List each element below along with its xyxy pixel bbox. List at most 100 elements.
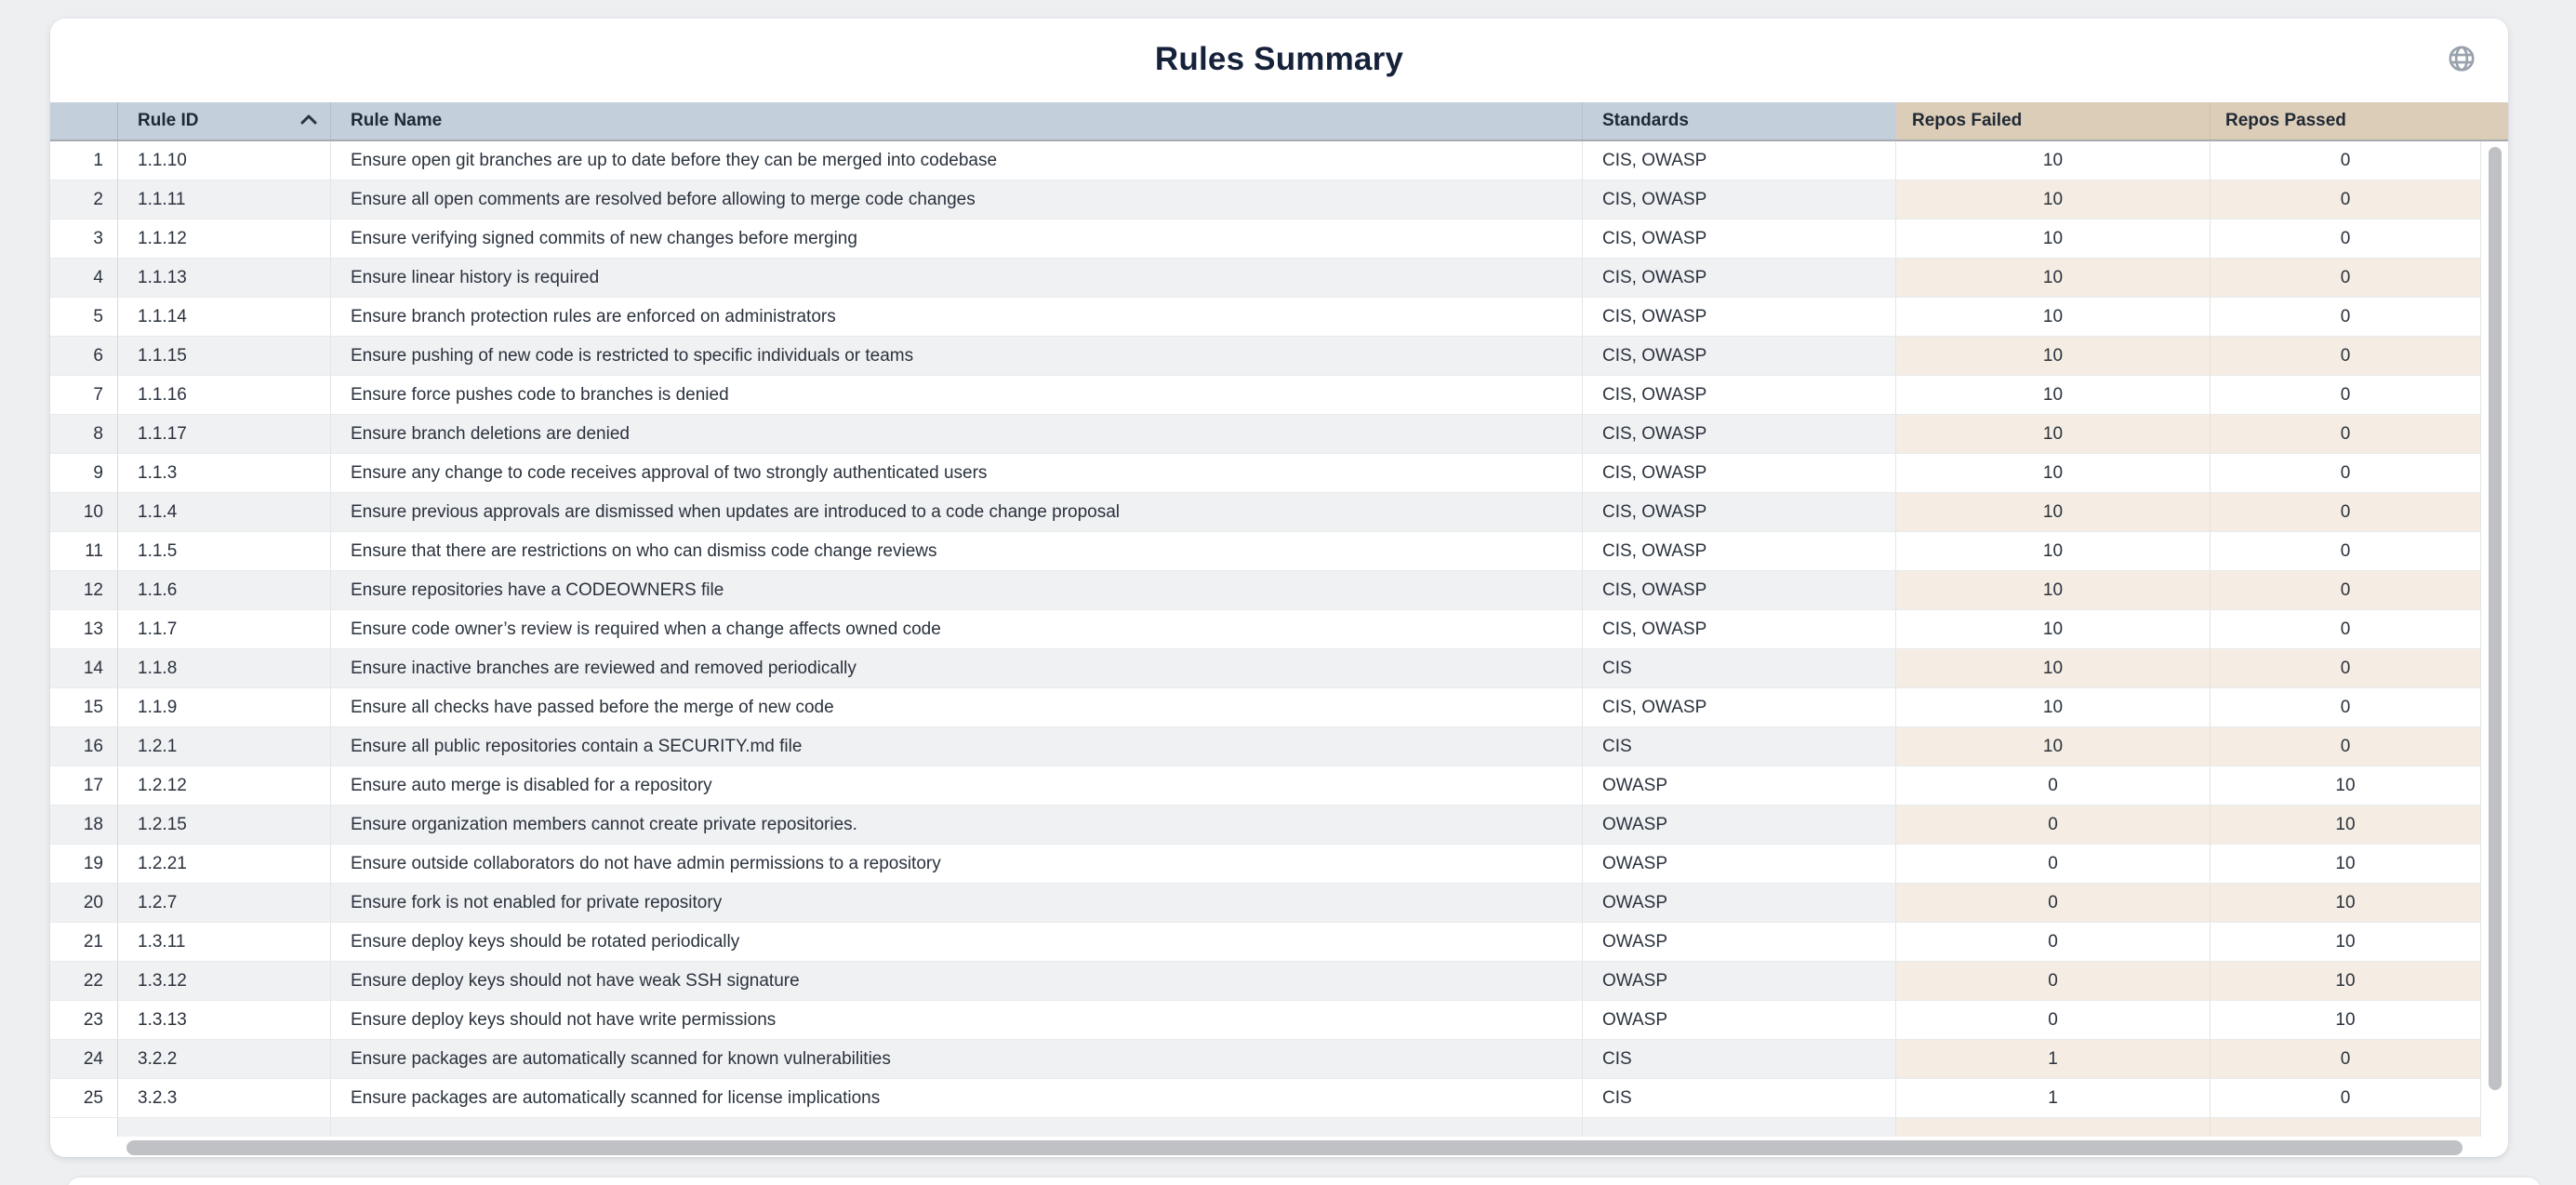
cell-repos-failed: 10: [1896, 571, 2211, 610]
table-row: 23 1.3.13 Ensure deploy keys should not …: [50, 1001, 2508, 1040]
table-header-row: Rule ID Rule Name Standards Repos Failed: [50, 102, 2508, 141]
cell-rule-id: 1.1.6: [118, 571, 331, 610]
cell-repos-failed: 10: [1896, 493, 2211, 532]
cell-rule-name: Ensure verifying signed commits of new c…: [331, 220, 1583, 259]
cell-rule-name: Ensure deploy keys should not have write…: [331, 1001, 1583, 1040]
cell-repos-passed: 0: [2211, 1079, 2481, 1118]
cell-index: 19: [50, 845, 118, 884]
cell-rule-name: Ensure fork is not enabled for private r…: [331, 884, 1583, 923]
table-row: 11 1.1.5 Ensure that there are restricti…: [50, 532, 2508, 571]
table-row: 19 1.2.21 Ensure outside collaborators d…: [50, 845, 2508, 884]
cell-standards: OWASP: [1583, 806, 1896, 845]
table-row: 12 1.1.6 Ensure repositories have a CODE…: [50, 571, 2508, 610]
cell-repos-passed: 0: [2211, 220, 2481, 259]
cell-repos-passed: 0: [2211, 141, 2481, 180]
table-row: 22 1.3.12 Ensure deploy keys should not …: [50, 962, 2508, 1001]
cell-index: 7: [50, 376, 118, 415]
cell-standards: OWASP: [1583, 962, 1896, 1001]
cell-rule-id: 1.1.16: [118, 376, 331, 415]
cell-standards: CIS, OWASP: [1583, 141, 1896, 180]
cell-repos-passed: 0: [2211, 337, 2481, 376]
cell-repos-failed: 10: [1896, 180, 2211, 220]
cell-index: 17: [50, 766, 118, 806]
cell-rule-name: Ensure all open comments are resolved be…: [331, 180, 1583, 220]
cell-standards: CIS: [1583, 727, 1896, 766]
cell-repos-passed: 0: [2211, 454, 2481, 493]
table-row: 18 1.2.15 Ensure organization members ca…: [50, 806, 2508, 845]
table-row: 13 1.1.7 Ensure code owner’s review is r…: [50, 610, 2508, 649]
cell-rule-name: Ensure deploy keys should not have weak …: [331, 962, 1583, 1001]
table-row: 16 1.2.1 Ensure all public repositories …: [50, 727, 2508, 766]
cell-standards: OWASP: [1583, 766, 1896, 806]
cell-index: 15: [50, 688, 118, 727]
cell-index: 13: [50, 610, 118, 649]
cell-repos-passed: 10: [2211, 766, 2481, 806]
header-rule-name-label: Rule Name: [351, 111, 443, 130]
cell-rule-name: Ensure all public repositories contain a…: [331, 727, 1583, 766]
globe-button[interactable]: [2446, 43, 2477, 74]
cell-rule-id: 1.2.21: [118, 845, 331, 884]
cell-index: 24: [50, 1040, 118, 1079]
partial-row: [50, 1118, 2508, 1137]
table-row: 6 1.1.15 Ensure pushing of new code is r…: [50, 337, 2508, 376]
cell-rule-id: 1.1.17: [118, 415, 331, 454]
cell-index: 14: [50, 649, 118, 688]
vertical-scrollbar-thumb[interactable]: [2489, 147, 2502, 1090]
cell-repos-passed: 0: [2211, 1040, 2481, 1079]
cell-standards: CIS, OWASP: [1583, 298, 1896, 337]
cell-rule-id: 1.3.12: [118, 962, 331, 1001]
cell-repos-failed: 0: [1896, 962, 2211, 1001]
cell-rule-name: Ensure branch protection rules are enfor…: [331, 298, 1583, 337]
cell-rule-id: 1.1.12: [118, 220, 331, 259]
table-row: 1 1.1.10 Ensure open git branches are up…: [50, 141, 2508, 180]
cell-repos-failed: 10: [1896, 688, 2211, 727]
cell-rule-id: 1.1.11: [118, 180, 331, 220]
cell-rule-name: Ensure packages are automatically scanne…: [331, 1040, 1583, 1079]
cell-rule-name: Ensure previous approvals are dismissed …: [331, 493, 1583, 532]
cell-rule-name: Ensure outside collaborators do not have…: [331, 845, 1583, 884]
sort-ascending-icon: [299, 111, 319, 131]
cell-index: 12: [50, 571, 118, 610]
header-rule-name[interactable]: Rule Name: [331, 102, 1583, 140]
rules-summary-card: Rules Summary Rule ID: [50, 19, 2508, 1157]
table-row: 3 1.1.12 Ensure verifying signed commits…: [50, 220, 2508, 259]
cell-rule-id: 3.2.2: [118, 1040, 331, 1079]
cell-rule-name: Ensure organization members cannot creat…: [331, 806, 1583, 845]
cell-index: 16: [50, 727, 118, 766]
cell-repos-passed: 0: [2211, 532, 2481, 571]
cell-rule-id: 1.2.12: [118, 766, 331, 806]
cell-repos-failed: 1: [1896, 1079, 2211, 1118]
cell-repos-passed: 0: [2211, 727, 2481, 766]
cell-rule-name: Ensure deploy keys should be rotated per…: [331, 923, 1583, 962]
cell-rule-name: Ensure repositories have a CODEOWNERS fi…: [331, 571, 1583, 610]
cell-repos-failed: 10: [1896, 649, 2211, 688]
cell-index: 20: [50, 884, 118, 923]
page-title: Rules Summary: [1154, 41, 1404, 77]
header-repos-passed[interactable]: Repos Passed: [2211, 102, 2481, 140]
cell-standards: CIS, OWASP: [1583, 180, 1896, 220]
cell-index: 22: [50, 962, 118, 1001]
cell-standards: CIS, OWASP: [1583, 220, 1896, 259]
cell-standards: CIS, OWASP: [1583, 376, 1896, 415]
cell-index: 25: [50, 1079, 118, 1118]
table-row: 25 3.2.3 Ensure packages are automatical…: [50, 1079, 2508, 1118]
cell-index: 6: [50, 337, 118, 376]
horizontal-scrollbar-thumb[interactable]: [126, 1140, 2463, 1155]
cell-repos-failed: 10: [1896, 259, 2211, 298]
cell-standards: CIS: [1583, 1079, 1896, 1118]
header-rule-id[interactable]: Rule ID: [118, 102, 331, 140]
cell-repos-failed: 10: [1896, 415, 2211, 454]
cell-index: 2: [50, 180, 118, 220]
cell-repos-failed: 10: [1896, 141, 2211, 180]
cell-index: 23: [50, 1001, 118, 1040]
cell-rule-id: 1.1.4: [118, 493, 331, 532]
cell-repos-failed: 0: [1896, 1001, 2211, 1040]
header-repos-failed[interactable]: Repos Failed: [1896, 102, 2211, 140]
cell-repos-passed: 0: [2211, 180, 2481, 220]
cell-rule-name: Ensure linear history is required: [331, 259, 1583, 298]
table-row: 4 1.1.13 Ensure linear history is requir…: [50, 259, 2508, 298]
cell-standards: CIS, OWASP: [1583, 610, 1896, 649]
header-standards[interactable]: Standards: [1583, 102, 1896, 140]
cell-rule-id: 1.2.15: [118, 806, 331, 845]
cell-rule-name: Ensure open git branches are up to date …: [331, 141, 1583, 180]
